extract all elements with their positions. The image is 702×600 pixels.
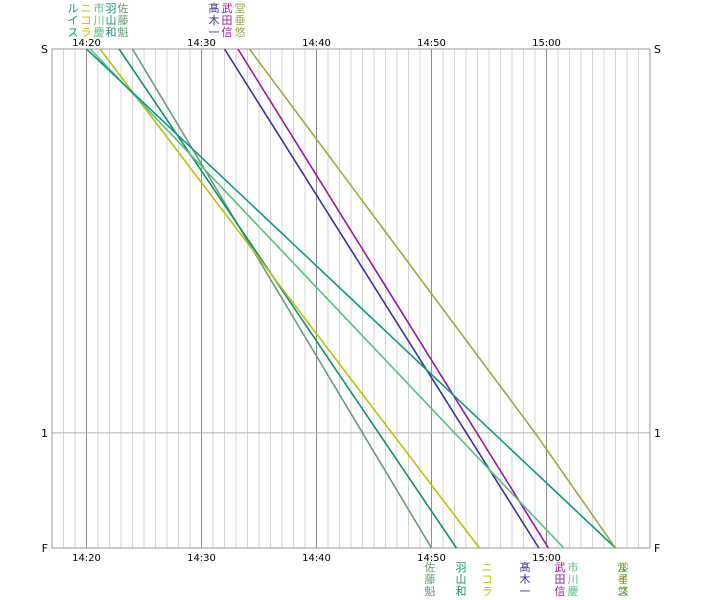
header-runner-char: ル [68,2,79,15]
footer-runner-char: 魁 [425,584,436,598]
header-runner-char: 和 [106,26,117,39]
footer-runner-char: 一 [520,585,531,598]
footer-runner-char: 藤 [425,573,436,586]
footer-runner-char: 田 [555,573,566,586]
lane-label-left: S [41,43,48,56]
footer-runner-char: 慶 [568,584,579,598]
header-runner-char: 木 [209,14,220,27]
lane-label-right: 1 [654,427,661,440]
footer-runner-name: 髙木一 [520,560,531,598]
footer-runner-name: 市川慶 [568,560,579,598]
header-runner-char: ス [68,26,79,39]
header-runner-char: 悠 [235,25,246,39]
header-runner-char: 慶 [94,25,105,39]
header-runner-name: 市川慶 [94,1,105,39]
footer-runner-char: 山 [456,573,467,586]
x-tick-label-top: 15:00 [532,38,561,49]
footer-runner-name: ルイス [618,561,629,598]
series-line [131,48,433,549]
footer-runner-char: イ [618,573,629,586]
header-runner-name: 佐藤魁 [118,1,129,39]
header-runner-char: 藤 [118,14,129,27]
header-runner-char: 一 [209,26,220,39]
footer-runner-char: ス [618,585,629,598]
x-tick-label-top: 14:30 [187,38,216,49]
series-line [99,48,481,549]
header-runner-char: 田 [222,14,233,27]
series-line [248,48,617,549]
footer-runner-name: 武田信 [555,561,566,598]
header-runner-char: イ [68,14,79,27]
axes: 14:20 14:20 14:30 14:30 14:40 14:40 14:50 14:50… [41,38,661,564]
footer-runner-char: 羽 [456,561,467,574]
footer-runner-char: 堂 [618,561,629,574]
x-tick-label-top: 14:20 [72,38,101,49]
header-runner-char: 堂 [235,2,246,15]
header-runner-char: 山 [106,14,117,27]
footer-runner-char: 武 [555,561,566,574]
footer-runner-char: 垂 [618,573,629,586]
footer-runner-char: 市 [568,560,579,574]
series-line [89,48,565,549]
footer-runner-char: ル [618,561,629,574]
footer-runner-name: 堂垂悠 [618,561,629,598]
x-tick-label-bottom: 14:20 [72,553,101,564]
footer-runner-name: ニコラ [482,561,493,598]
x-tick-label-bottom: 14:30 [187,553,216,564]
header-runner-char: 市 [94,1,105,15]
x-tick-label-bottom: 14:40 [302,553,331,564]
header-runner-char: 佐 [118,1,129,15]
header-runner-name: 髙木一 [209,1,220,39]
header-runner-name: ルイス [68,2,79,39]
footer-runner-char: 川 [568,573,579,586]
header-runner-name: 武田信 [222,2,233,39]
header-runner-char: 川 [94,14,105,27]
footer-runner-char: 信 [555,585,566,598]
series-line [223,48,540,549]
x-tick-label-bottom: 14:50 [417,553,446,564]
header-runner-char: ニ [81,2,92,15]
lane-label-right: S [654,43,661,56]
footer-runner-char: ニ [482,561,493,574]
series-line [118,48,458,549]
header-runner-char: ラ [81,26,92,39]
footer-runner-char: コ [482,573,493,586]
header-runner-char: 髙 [209,1,220,15]
footer-runner-char: 悠 [618,584,629,598]
lane-label-left: 1 [41,427,48,440]
x-tick-label-top: 14:50 [417,38,446,49]
footer-runner-char: 髙 [520,560,531,574]
footer-runner-name: 佐藤魁 [425,560,436,598]
runner-labels: ルイスニコラ市川慶羽山和佐藤魁髙木一武田信堂垂悠佐藤魁羽山和ニコラ髙木一武田信市… [68,1,629,598]
series-lines [85,48,617,549]
series-line [237,48,550,549]
footer-runner-char: 佐 [425,560,436,574]
plot-frame [51,48,651,549]
header-runner-char: 魁 [118,25,129,39]
header-runner-char: 信 [222,26,233,39]
header-runner-name: ニコラ [81,2,92,39]
header-runner-char: コ [81,14,92,27]
series-line [85,48,617,549]
header-runner-char: 垂 [235,14,246,27]
header-runner-name: 堂垂悠 [235,2,246,39]
lane-label-right: F [654,542,660,555]
lane-label-left: F [42,542,48,555]
x-tick-label-top: 14:40 [302,38,331,49]
header-runner-char: 武 [222,2,233,15]
header-runner-name: 羽山和 [106,2,117,39]
footer-runner-char: 和 [456,585,467,598]
footer-runner-char: ラ [482,585,493,598]
x-tick-label-bottom: 15:00 [532,553,561,564]
header-runner-char: 羽 [106,2,117,15]
footer-runner-name: 羽山和 [456,561,467,598]
footer-runner-char: 木 [520,573,531,586]
